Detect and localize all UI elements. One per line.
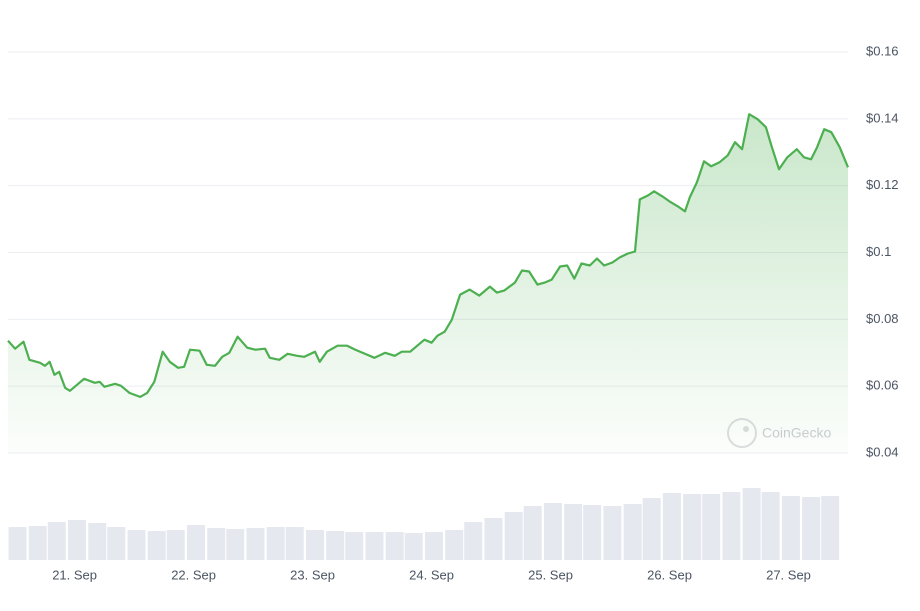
y-tick-label: $0.1 (866, 244, 891, 259)
volume-bar (88, 523, 107, 560)
price-area (8, 114, 848, 453)
volume-bar (404, 533, 423, 560)
volume-bar (603, 506, 622, 560)
volume-bar (722, 492, 741, 560)
x-tick-label: 24. Sep (409, 567, 454, 582)
volume-bar (484, 518, 503, 560)
volume-bar (543, 503, 562, 560)
volume-bar (821, 496, 840, 560)
volume-bar (424, 532, 443, 560)
x-tick-label: 22. Sep (171, 567, 216, 582)
volume-bar (742, 488, 761, 560)
x-tick-label: 26. Sep (647, 567, 692, 582)
x-tick-label: 21. Sep (52, 567, 97, 582)
volume-bar (226, 529, 245, 560)
volume-bar (662, 493, 681, 560)
volume-bar (702, 494, 721, 560)
volume-bar (642, 498, 661, 560)
volume-bar (781, 496, 800, 560)
volume-bar (107, 527, 126, 560)
volume-bar (28, 526, 47, 560)
volume-bar (127, 530, 146, 560)
volume-bar (583, 505, 602, 560)
volume-bar (47, 522, 66, 560)
volume-bar (345, 532, 364, 560)
volume-bar (68, 520, 87, 560)
volume-bar (285, 527, 304, 560)
volume-bar (8, 527, 27, 560)
volume-bar (523, 506, 542, 560)
volume-bar (623, 504, 642, 560)
y-tick-label: $0.08 (866, 311, 899, 326)
volume-bar (445, 530, 464, 560)
volume-bar (564, 504, 583, 560)
y-tick-label: $0.06 (866, 378, 899, 393)
volume-bar (305, 530, 324, 560)
y-tick-label: $0.16 (866, 43, 899, 58)
volume-bar (326, 531, 345, 560)
y-tick-label: $0.04 (866, 444, 899, 459)
y-tick-label: $0.12 (866, 177, 899, 192)
volume-bar (186, 525, 205, 560)
x-tick-label: 25. Sep (528, 567, 573, 582)
volume-bar (761, 492, 780, 560)
x-tick-label: 23. Sep (290, 567, 335, 582)
volume-bar (504, 512, 523, 560)
price-line (7, 113, 850, 398)
volume-bar (365, 532, 384, 560)
watermark-text: CoinGecko (762, 425, 831, 441)
volume-bar (147, 531, 166, 560)
x-tick-label: 27. Sep (766, 567, 811, 582)
volume-bar (683, 494, 702, 560)
volume-bar (464, 522, 483, 560)
volume-bar (207, 528, 226, 560)
volume-bar (802, 497, 821, 560)
volume-bar (166, 530, 185, 560)
watermark: CoinGecko (727, 418, 831, 448)
y-tick-label: $0.14 (866, 110, 899, 125)
volume-bar (385, 532, 404, 560)
volume-bar (246, 528, 265, 560)
volume-bar (266, 527, 285, 560)
